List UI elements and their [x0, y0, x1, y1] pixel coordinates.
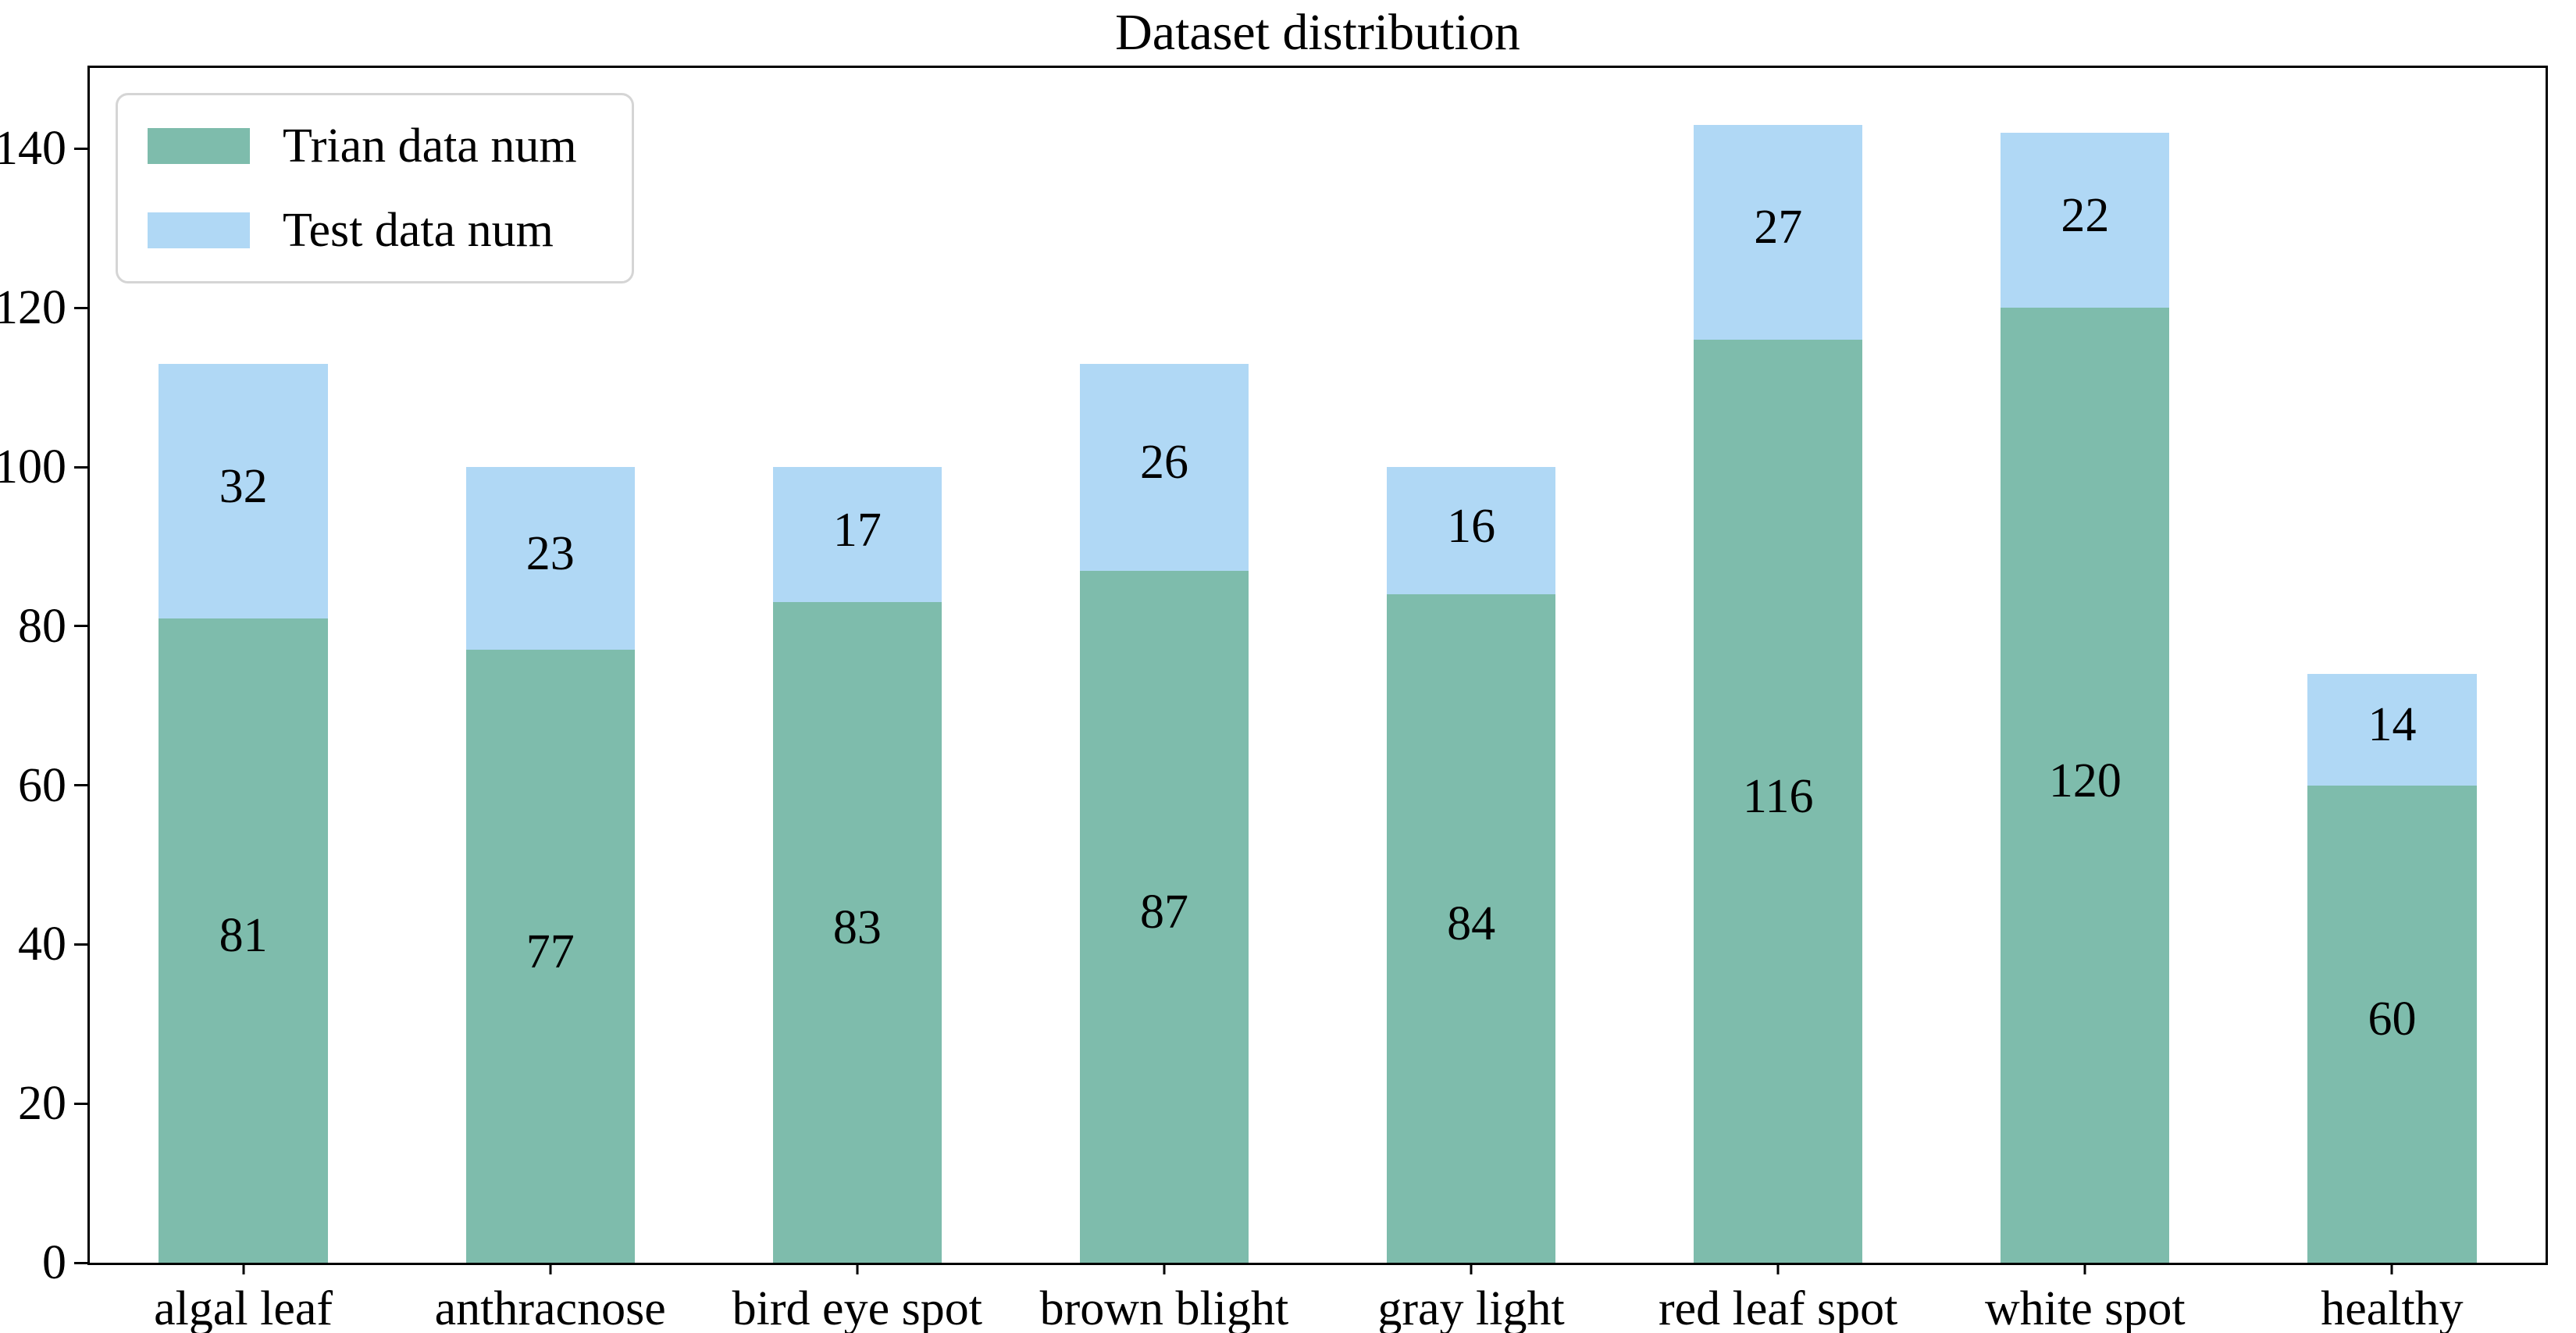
- x-tick-mark: [2390, 1263, 2393, 1274]
- y-tick-label: 0: [42, 1236, 66, 1289]
- x-tick-mark: [2083, 1263, 2086, 1274]
- y-tick-mark: [74, 1261, 87, 1264]
- x-tick-mark: [1163, 1263, 1166, 1274]
- bar-segment-train: 77: [465, 650, 635, 1263]
- bar: 14 60: [2307, 68, 2477, 1263]
- bar-segment-test: 16: [1386, 467, 1556, 595]
- category-slot: 23 77: [397, 68, 704, 1263]
- bar-segment-train: 116: [1694, 339, 1863, 1263]
- category-slot: 27 116: [1625, 68, 1932, 1263]
- bar-segment-test: 23: [465, 467, 635, 650]
- x-tick-label: healthy: [2321, 1282, 2464, 1333]
- bar-value-label: 83: [832, 901, 882, 955]
- legend-label: Trian data num: [283, 119, 577, 173]
- category-slot: 14 60: [2239, 68, 2546, 1263]
- bar: 22 120: [2001, 68, 2170, 1263]
- x-tick-label: bird eye spot: [732, 1282, 982, 1333]
- bar-segment-train: 87: [1079, 570, 1249, 1263]
- bar: 26 87: [1079, 68, 1249, 1263]
- x-tick-label: brown blight: [1039, 1282, 1289, 1333]
- category-slot: 22 120: [1932, 68, 2239, 1263]
- bar-segment-train: 60: [2307, 785, 2477, 1263]
- bar-value-label: 32: [219, 459, 268, 513]
- y-tick-mark: [74, 625, 87, 628]
- y-tick-mark: [74, 147, 87, 150]
- y-tick-label: 40: [18, 918, 66, 971]
- category-slot: 26 87: [1010, 68, 1317, 1263]
- bar-value-label: 26: [1139, 436, 1188, 490]
- bar-segment-train: 83: [772, 602, 942, 1263]
- x-tick-label: gray light: [1377, 1282, 1565, 1333]
- x-tick-mark: [549, 1263, 552, 1274]
- bar-segment-train: 81: [159, 618, 328, 1263]
- bar: 17 83: [772, 68, 942, 1263]
- legend-swatch: [148, 212, 250, 248]
- bars-container: 32 81 23 77 17 83 26 87 16 84 27 116 22 120 14 60: [90, 68, 2546, 1263]
- x-tick-mark: [1776, 1263, 1780, 1274]
- bar-value-label: 17: [832, 503, 882, 557]
- legend-item: Trian data num: [148, 122, 577, 170]
- y-tick-label: 20: [18, 1077, 66, 1131]
- y-tick-mark: [74, 784, 87, 787]
- y-tick-mark: [74, 1102, 87, 1105]
- bar-value-label: 60: [2368, 993, 2417, 1046]
- x-tick-label: white spot: [1985, 1282, 2186, 1333]
- x-tick-label: anthracnose: [434, 1282, 666, 1333]
- bar-segment-test: 14: [2307, 673, 2477, 786]
- category-slot: 17 83: [704, 68, 1010, 1263]
- y-tick-label: 100: [0, 440, 66, 494]
- bar-value-label: 120: [2048, 754, 2122, 807]
- y-tick-mark: [74, 465, 87, 469]
- bar-segment-test: 22: [2001, 133, 2170, 308]
- bar: 16 84: [1386, 68, 1556, 1263]
- bar-value-label: 23: [526, 527, 575, 581]
- legend-swatch: [148, 128, 250, 164]
- bar-segment-test: 32: [159, 363, 328, 618]
- bar-segment-train: 120: [2001, 308, 2170, 1263]
- category-slot: 32 81: [90, 68, 397, 1263]
- bar-value-label: 77: [526, 925, 575, 978]
- bar-value-label: 14: [2368, 698, 2417, 752]
- bar-segment-test: 27: [1694, 124, 1863, 340]
- bar-value-label: 87: [1139, 885, 1188, 939]
- bar-value-label: 27: [1754, 201, 1803, 255]
- bar: 23 77: [465, 68, 635, 1263]
- bar-value-label: 22: [2061, 189, 2110, 243]
- x-tick-label: algal leaf: [154, 1282, 333, 1333]
- bar-segment-test: 17: [772, 467, 942, 603]
- bar: 27 116: [1694, 68, 1863, 1263]
- plot-area: 32 81 23 77 17 83 26 87 16 84 27 116 22 120 14 60 0 20 40…: [0, 66, 2548, 1333]
- bar-value-label: 81: [219, 909, 268, 963]
- category-slot: 16 84: [1318, 68, 1625, 1263]
- legend-item: Test data num: [148, 206, 577, 255]
- bar-value-label: 84: [1447, 897, 1496, 951]
- x-tick-mark: [1470, 1263, 1473, 1274]
- bar-value-label: 116: [1742, 769, 1814, 823]
- y-tick-mark: [74, 943, 87, 946]
- bar-segment-train: 84: [1386, 594, 1556, 1263]
- bar-segment-test: 26: [1079, 363, 1249, 571]
- y-tick-mark: [74, 306, 87, 309]
- chart-title: Dataset distribution: [1115, 4, 1520, 61]
- legend-label: Test data num: [283, 204, 554, 257]
- x-tick-label: red leaf spot: [1658, 1282, 1898, 1333]
- bar: 32 81: [159, 68, 328, 1263]
- legend: Trian data num Test data num: [116, 93, 634, 283]
- y-tick-label: 60: [18, 758, 66, 812]
- y-tick-label: 120: [0, 281, 66, 335]
- bar-value-label: 16: [1447, 499, 1496, 553]
- y-tick-label: 140: [0, 122, 66, 176]
- y-tick-label: 80: [18, 599, 66, 653]
- x-tick-mark: [242, 1263, 245, 1274]
- x-tick-mark: [856, 1263, 859, 1274]
